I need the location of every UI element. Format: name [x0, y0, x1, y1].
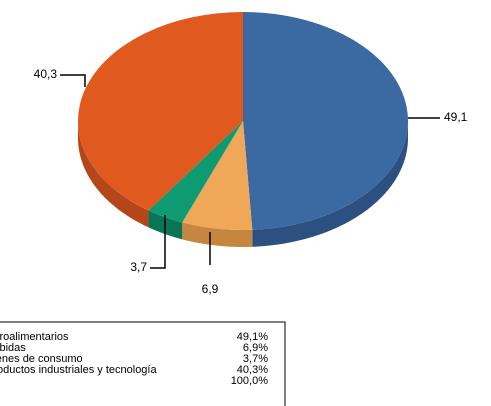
table-value: 49,1% — [237, 331, 268, 343]
table-category: Bebidas — [0, 342, 26, 354]
data-label: 3,7 — [130, 260, 147, 274]
slice — [148, 121, 243, 223]
legend-rows: Agroalimentarios 49,1% Bebidas 6,9% Bienes d… — [0, 331, 268, 387]
data-label: 6,9 — [202, 282, 219, 296]
slice-side — [252, 121, 408, 247]
leader-line — [60, 74, 86, 87]
slice — [77, 11, 243, 211]
pie — [77, 11, 409, 247]
slice-side — [182, 222, 253, 247]
table-category: Productos industriales y tecnología — [0, 364, 157, 376]
legend-table — [0, 321, 286, 406]
leader-line — [150, 215, 166, 269]
table-category: Agroalimentarios — [0, 331, 69, 343]
table-value: 6,9% — [243, 342, 268, 354]
data-label: 49,1 — [444, 110, 468, 124]
slice — [182, 121, 253, 230]
table-category: Bienes de consumo — [0, 353, 83, 365]
table-value: 3,7% — [243, 353, 268, 365]
table-total: 100,0% — [231, 375, 269, 387]
slice — [243, 12, 409, 230]
data-label: 40,3 — [34, 67, 58, 81]
slice-side — [78, 121, 149, 228]
table-value: 40,3% — [237, 364, 268, 376]
